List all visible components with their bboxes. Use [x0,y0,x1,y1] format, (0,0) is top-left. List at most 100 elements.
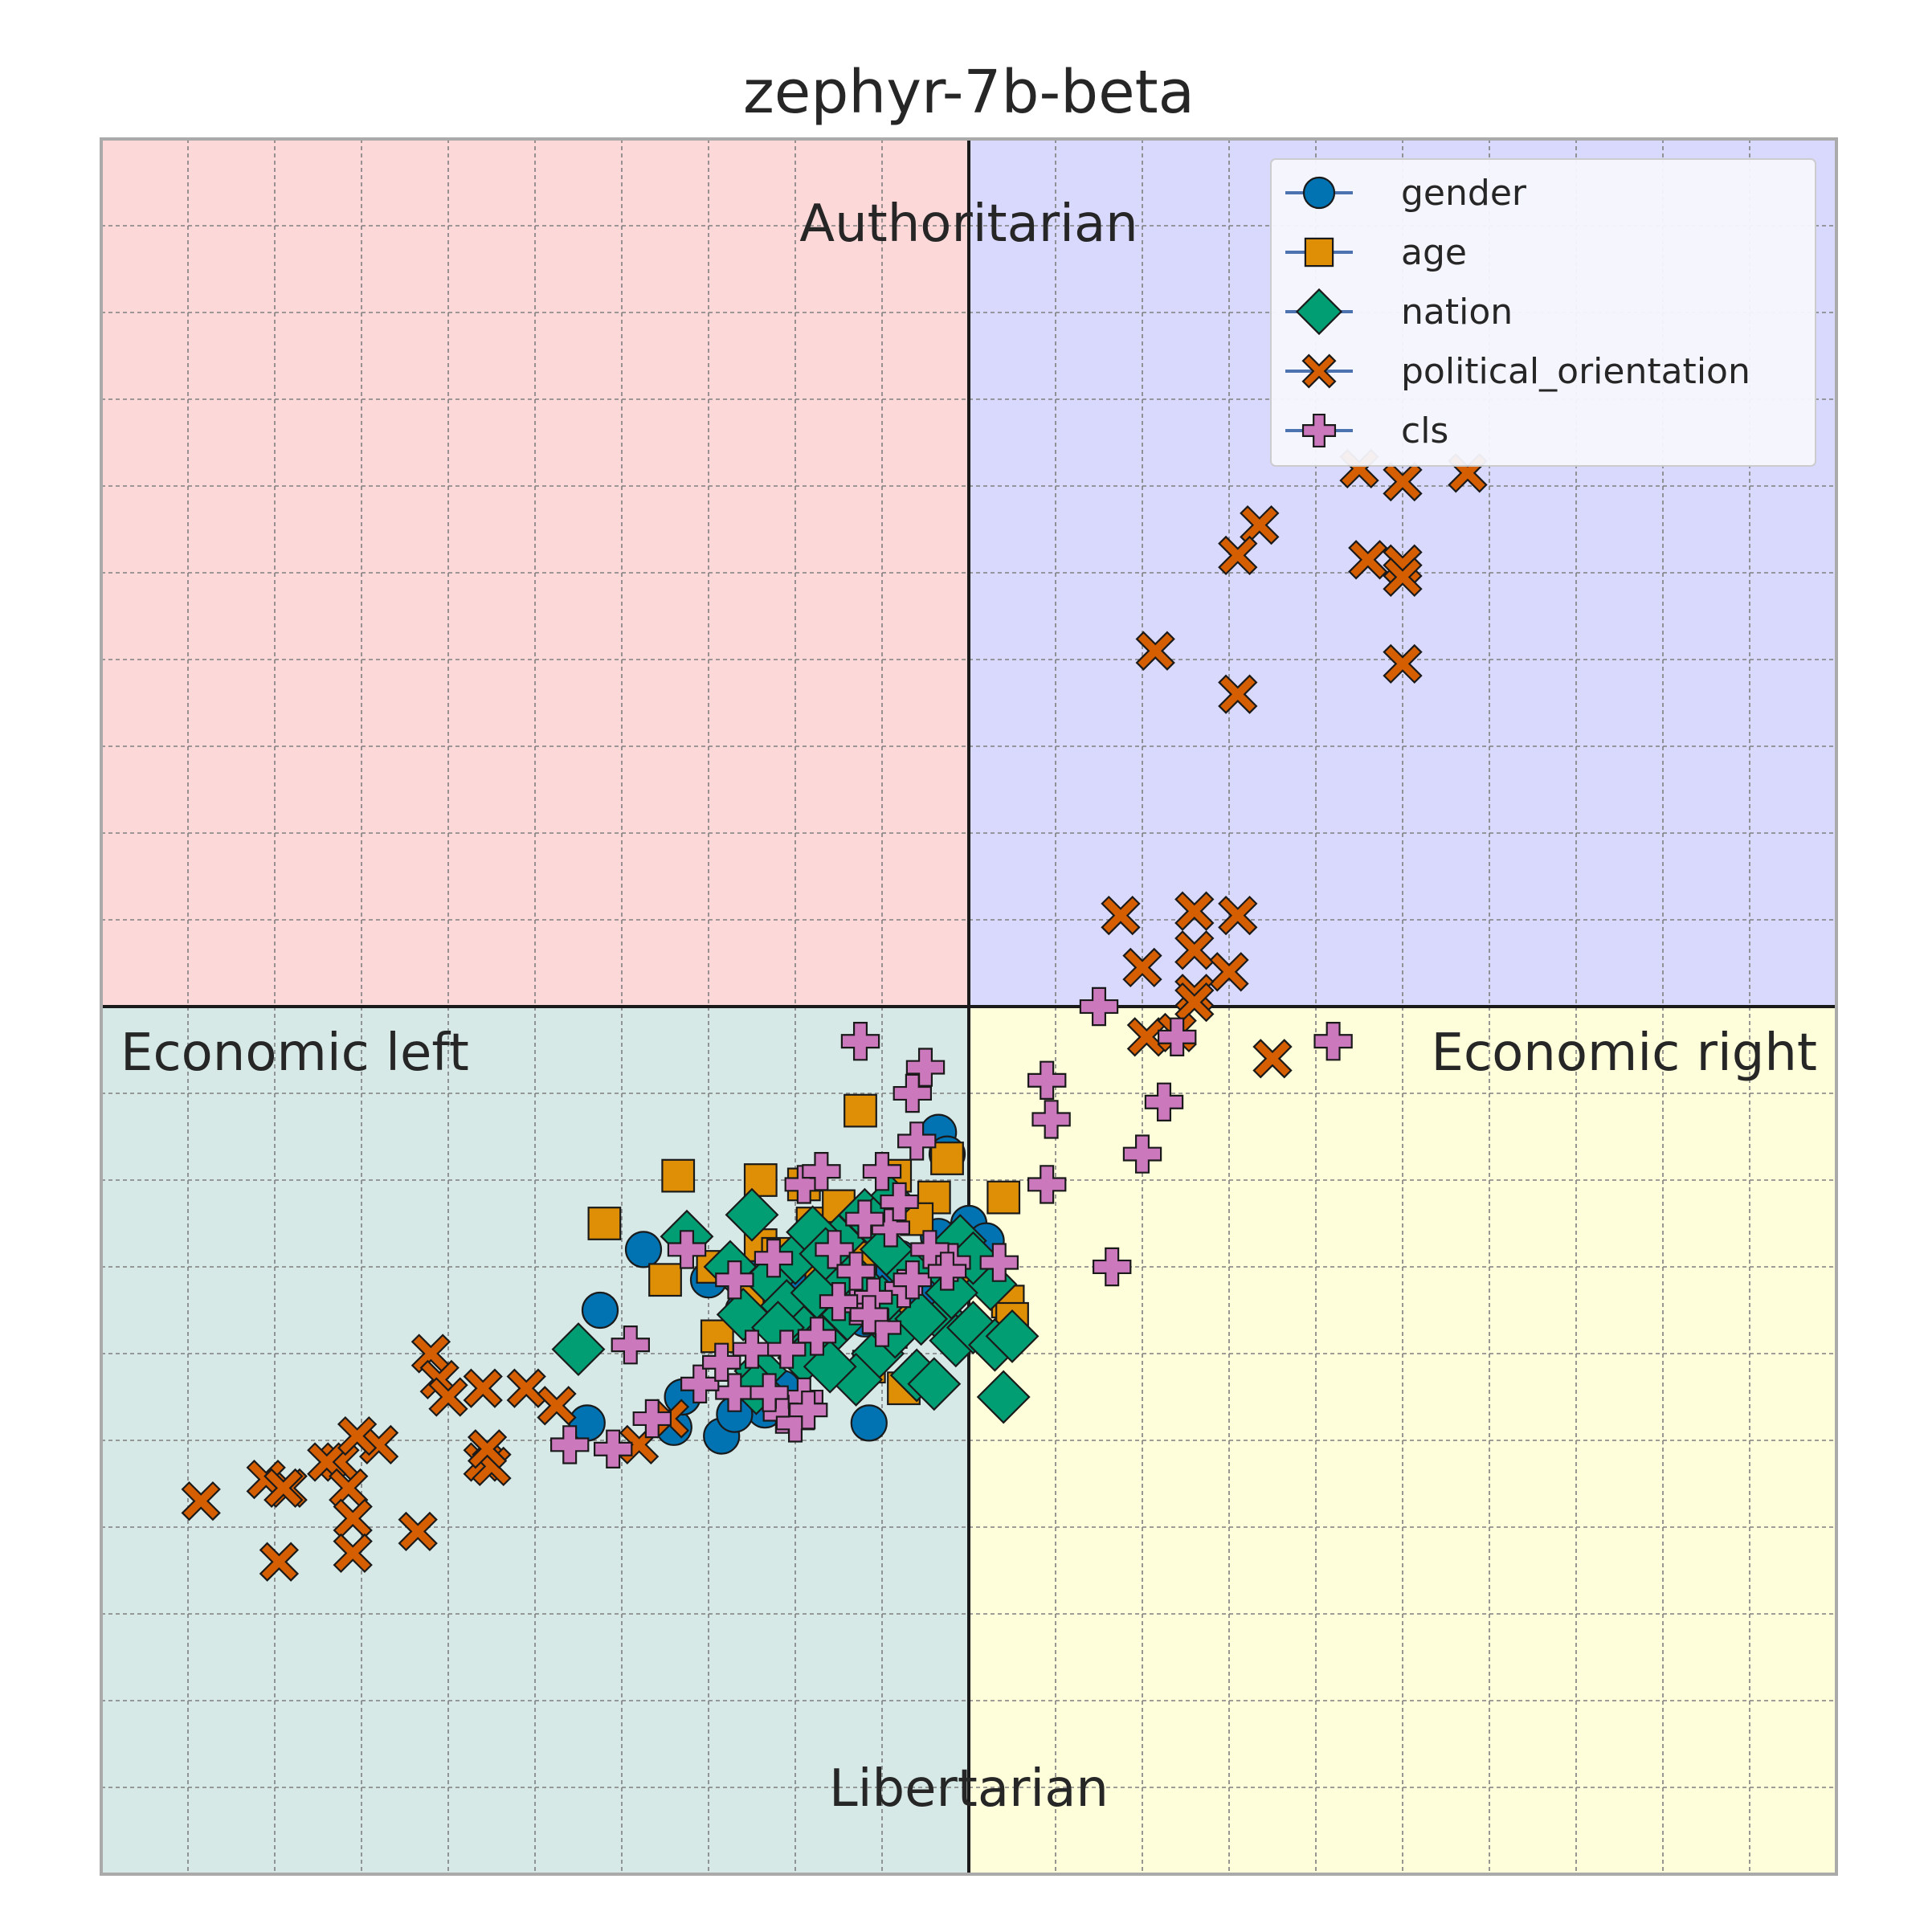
point-nation [976,1370,1031,1424]
point-nation [985,1309,1040,1363]
point-cls [1144,1082,1184,1122]
point-political-orientation [1174,930,1215,970]
point-cls [845,1199,884,1239]
legend-label: political_orientation [1401,351,1750,392]
point-cls [1079,986,1119,1027]
point-nation [907,1357,962,1411]
point-political-orientation [1218,535,1258,576]
point-cls [1031,1100,1071,1139]
point-political-orientation [1383,643,1423,684]
point-political-orientation [537,1386,577,1426]
legend-marker [1304,237,1334,268]
point-cls [893,1073,933,1113]
point-cls [750,1373,789,1412]
point-political-orientation [259,1542,300,1582]
point-cls [927,1252,967,1291]
legend-marker [1301,353,1337,389]
point-age [844,1093,877,1128]
legend-box [1270,158,1816,467]
series-nation [551,1174,1040,1424]
point-age [648,1263,682,1297]
point-cls [893,1260,933,1300]
point-cls [701,1342,741,1383]
point-cls [840,1021,880,1061]
point-political-orientation [333,1533,373,1574]
point-gender [850,1404,888,1442]
legend-item-cls: cls [1285,410,1448,451]
series-political-orientation [181,448,1488,1582]
legend-item-political-orientation: political_orientation [1285,351,1750,392]
chart-title: zephyr-7b-beta [743,58,1195,127]
point-political-orientation [181,1481,221,1522]
point-nation [924,1265,978,1320]
point-political-orientation [398,1511,438,1552]
plot-frame [100,137,1838,1876]
point-cls [862,1151,902,1191]
point-cls [1313,1021,1353,1061]
point-political-orientation [1122,947,1162,988]
point-gender [581,1291,619,1330]
point-cls [754,1238,794,1278]
point-cls [819,1281,859,1321]
legend-marker [1301,413,1337,448]
legend-label: gender [1401,173,1527,214]
point-age [930,1142,964,1175]
data-points [181,448,1488,1582]
point-political-orientation [263,1468,304,1509]
legend-label: cls [1401,410,1448,451]
point-political-orientation [506,1368,546,1408]
legend-marker [1295,288,1343,336]
quadrant-label-bottom: Libertarian [829,1759,1109,1819]
point-cls [549,1425,590,1464]
point-nation [946,1301,1000,1355]
axis-lines [101,139,1836,1874]
point-age [986,1180,1021,1215]
series-cls [549,986,1353,1469]
point-political-orientation [428,1377,468,1417]
legend-item-nation: nation [1285,288,1513,336]
point-cls [632,1399,672,1439]
legend-item-age: age [1285,232,1467,273]
point-political-orientation [463,1368,503,1408]
point-cls [667,1230,707,1269]
legend-marker [1302,176,1336,210]
point-nation [859,1222,913,1276]
point-cls [1157,1017,1197,1057]
point-political-orientation [1174,891,1215,931]
point-cls [1092,1247,1132,1287]
point-political-orientation [1135,631,1175,671]
point-political-orientation [1383,557,1423,598]
point-cls [680,1364,720,1404]
point-gender [624,1231,663,1268]
point-political-orientation [1174,982,1215,1023]
point-cls [905,1048,946,1087]
point-political-orientation [337,1415,378,1456]
point-cls [611,1325,651,1365]
point-political-orientation [1240,504,1280,545]
point-cls [979,1243,1019,1282]
point-cls [836,1252,876,1291]
quadrant-label-top: Authoritarian [799,194,1138,254]
point-political-orientation [1252,1039,1293,1079]
point-age [661,1158,696,1193]
point-cls [1027,1060,1067,1101]
point-cls [1122,1134,1162,1174]
point-political-orientation [1101,895,1141,936]
legend-label: nation [1401,292,1513,333]
point-political-orientation [1209,952,1249,992]
point-cls [732,1330,772,1369]
legend-item-gender: gender [1285,173,1527,214]
point-nation [551,1322,606,1377]
point-cls [593,1429,633,1469]
point-cls [802,1151,841,1191]
point-political-orientation [1348,540,1388,580]
point-nation [894,1292,949,1346]
point-political-orientation [467,1429,508,1469]
point-age [587,1207,622,1240]
point-political-orientation [1218,674,1258,714]
point-cls [1027,1165,1067,1204]
point-nation [725,1187,779,1242]
